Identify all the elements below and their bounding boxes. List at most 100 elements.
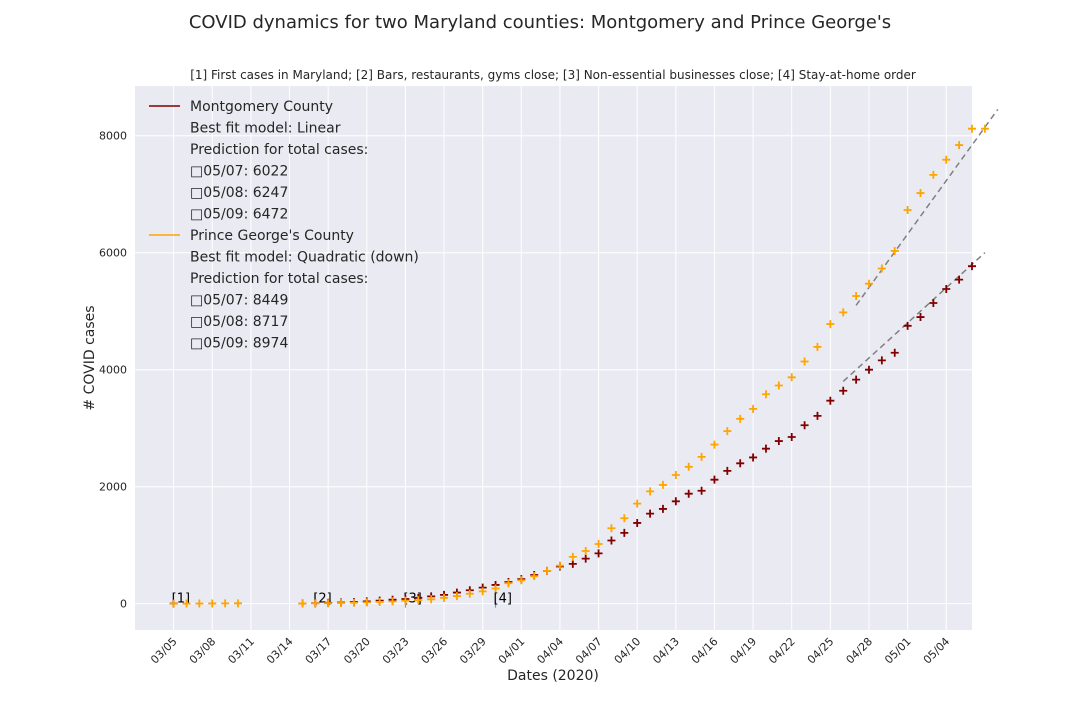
legend-detail: □05/09: 6472 [190, 207, 288, 223]
data-point [620, 528, 629, 537]
series-group [169, 124, 989, 608]
legend-detail: □05/08: 6247 [190, 185, 288, 201]
data-point [658, 504, 667, 513]
data-point [903, 206, 912, 215]
data-point [826, 396, 835, 405]
data-point [813, 342, 822, 351]
data-series [169, 124, 989, 608]
data-point [452, 592, 461, 601]
data-point [568, 559, 577, 568]
data-point [723, 466, 732, 475]
x-tick-label: 03/29 [457, 635, 489, 667]
data-point [375, 597, 384, 606]
x-tick-label: 04/04 [534, 635, 566, 667]
data-point [980, 124, 989, 133]
y-axis-label: # COVID cases [82, 305, 98, 410]
data-point [916, 189, 925, 198]
data-point [337, 598, 346, 607]
x-tick-label: 05/01 [882, 635, 914, 667]
data-point [594, 549, 603, 558]
series-group [169, 262, 976, 608]
data-point [968, 262, 976, 271]
data-point [916, 313, 925, 322]
data-point [723, 427, 732, 436]
legend-detail: □05/08: 8717 [190, 314, 288, 330]
data-point [646, 509, 655, 518]
data-point [594, 540, 603, 549]
event-label: [4] [494, 592, 512, 607]
y-tick-label: 0 [120, 598, 127, 611]
data-point [671, 470, 680, 479]
data-point [787, 373, 796, 382]
data-point [968, 124, 976, 133]
data-point [298, 599, 307, 608]
x-tick-label: 03/26 [419, 635, 451, 667]
data-point [633, 518, 642, 527]
data-point [221, 599, 230, 608]
legend-detail: Best fit model: Linear [190, 121, 341, 137]
data-point [736, 414, 745, 423]
x-tick-label: 04/19 [728, 635, 760, 667]
data-point [684, 462, 693, 471]
data-point [427, 595, 436, 604]
legend-detail: Prediction for total cases: [190, 271, 368, 287]
data-point [761, 390, 770, 399]
x-tick-label: 04/28 [843, 635, 875, 667]
data-point [903, 321, 912, 330]
x-tick-label: 03/05 [148, 635, 180, 667]
chart-title: COVID dynamics for two Maryland counties… [189, 12, 891, 33]
data-point [697, 486, 706, 495]
data-point [929, 170, 938, 179]
data-point [517, 576, 526, 585]
data-point [697, 452, 706, 461]
y-tick-label: 6000 [99, 247, 127, 260]
data-point [749, 453, 758, 462]
data-point [852, 291, 861, 300]
x-tick-label: 03/20 [341, 635, 373, 667]
x-tick-label: 03/14 [264, 635, 296, 667]
legend-detail: Prediction for total cases: [190, 142, 368, 158]
data-point [465, 589, 474, 598]
data-point [581, 554, 590, 563]
data-point [581, 547, 590, 556]
legend: Montgomery County Best fit model: Linear P… [149, 99, 419, 352]
data-point [890, 246, 899, 255]
legend-label: Prince George's County [190, 228, 354, 244]
data-point [362, 598, 371, 607]
grid [135, 86, 972, 630]
fit-lines [842, 108, 999, 382]
event-markers: [1] [2] [3] [4] [172, 592, 512, 608]
data-point [774, 437, 783, 446]
x-tick-label: 05/04 [921, 635, 953, 667]
legend-detail: □05/07: 8449 [190, 293, 288, 309]
x-tick-label: 04/16 [689, 635, 721, 667]
data-point [800, 421, 809, 430]
event-label: [3] [403, 592, 421, 607]
data-point [929, 299, 938, 308]
data-point [530, 572, 539, 581]
legend-detail: Best fit model: Quadratic (down) [190, 250, 419, 266]
data-point [324, 599, 333, 608]
data-point [182, 599, 191, 608]
data-point [877, 264, 886, 273]
data-point [414, 596, 423, 605]
data-point [607, 524, 616, 533]
data-point [761, 444, 770, 453]
fit-line [842, 252, 986, 382]
data-point [388, 597, 397, 606]
x-tick-label: 04/07 [573, 635, 605, 667]
x-tick-label: 03/17 [303, 635, 335, 667]
y-tick-label: 2000 [99, 481, 127, 494]
x-tick-label: 04/13 [650, 635, 682, 667]
legend-detail: □05/09: 8974 [190, 336, 288, 352]
data-point [671, 497, 680, 506]
data-point [864, 365, 873, 374]
y-tick-label: 4000 [99, 364, 127, 377]
data-point [607, 536, 616, 545]
x-tick-label: 03/08 [187, 635, 219, 667]
data-point [890, 348, 899, 357]
data-point [491, 584, 500, 593]
data-point [543, 566, 552, 575]
data-point [839, 308, 848, 317]
